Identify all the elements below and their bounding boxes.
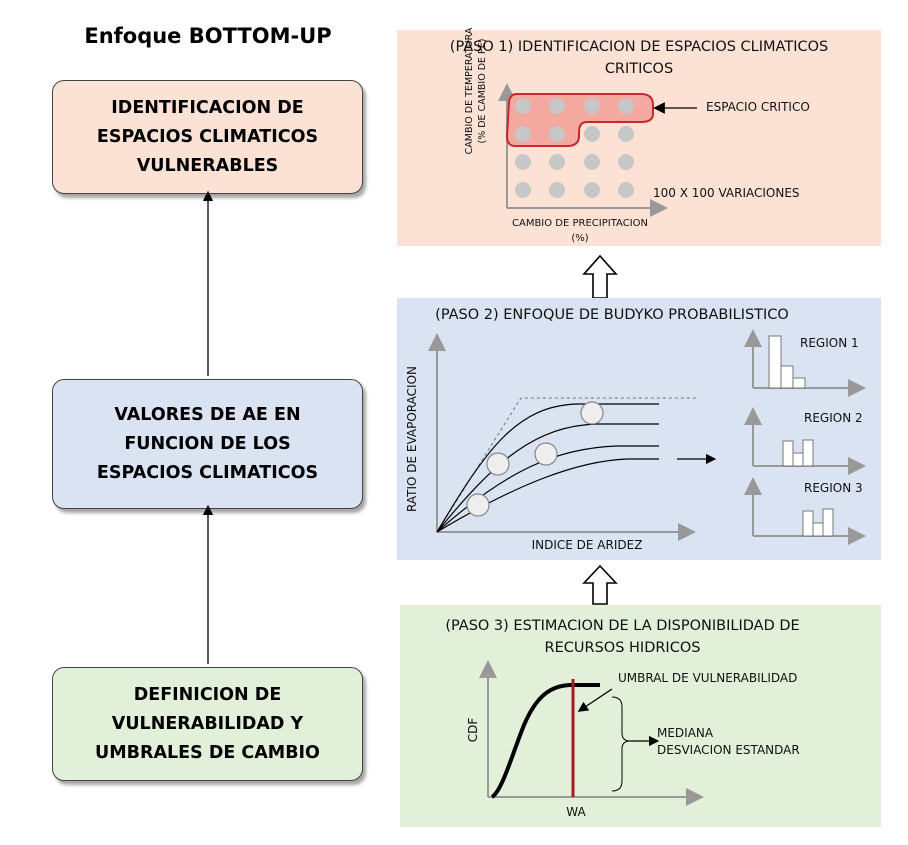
step1-x-label-line: (%) — [571, 233, 589, 244]
box-identificacion-espacios: IDENTIFICACION DE ESPACIOS CLIMATICOS VU… — [52, 80, 363, 194]
region3-histogram — [744, 477, 866, 545]
step3-x-label: WA — [566, 805, 586, 819]
step3-panel: (PASO 3) ESTIMACION DE LA DISPONIBILIDAD… — [400, 605, 881, 827]
grid-dot — [584, 154, 600, 170]
critical-space-label: ESPACIO CRITICO — [706, 100, 810, 114]
box-valores-ae: VALORES DE AE EN FUNCION DE LOS ESPACIOS… — [52, 379, 363, 509]
main-title: Enfoque BOTTOM-UP — [84, 24, 332, 48]
box-line: VALORES DE AE EN — [114, 404, 301, 425]
step1-grid-plot — [498, 83, 697, 217]
variations-label: 100 X 100 VARIACIONES — [653, 186, 800, 200]
left-arrows — [202, 190, 214, 664]
hist-bar — [822, 508, 834, 537]
box-line: DEFINICION DE — [133, 684, 282, 705]
box-line: FUNCION DE LOS — [124, 433, 291, 454]
energy-limit-line — [436, 397, 697, 533]
box-line: UMBRALES DE CAMBIO — [95, 742, 320, 763]
step1-title-line: (PASO 1) IDENTIFICACION DE ESPACIOS CLIM… — [449, 39, 829, 55]
step3-cdf-plot — [479, 660, 704, 806]
hist-bar — [792, 452, 804, 467]
threshold-label: UMBRAL DE VULNERABILIDAD — [618, 671, 798, 685]
box-line: IDENTIFICACION DE — [111, 97, 304, 118]
hist-bar — [802, 510, 814, 537]
stats-labels: MEDIANA DESVIACION ESTANDAR — [657, 725, 800, 759]
sample-circle — [534, 442, 558, 466]
stats-brace — [611, 696, 631, 792]
grid-dot — [584, 98, 600, 114]
hist-bar — [782, 440, 794, 467]
hist-bar — [792, 377, 806, 389]
hist-bar — [780, 365, 794, 389]
grid-dot — [549, 182, 565, 198]
grid-dot — [549, 126, 565, 142]
budyko-curve-4 — [436, 458, 659, 533]
step1-x-label: CAMBIO DE PRECIPITACION (%) — [495, 216, 665, 246]
step2-panel: (PASO 2) ENFOQUE DE BUDYKO PROBABILISTIC… — [397, 298, 881, 560]
grid-dot — [515, 98, 531, 114]
box-line: ESPACIOS CLIMATICOS — [96, 126, 319, 147]
box-definicion-vulnerabilidad: DEFINICION DE VULNERABILIDAD Y UMBRALES … — [52, 667, 363, 781]
step2-budyko-plot — [428, 329, 866, 545]
region1-histogram — [744, 329, 866, 397]
grid-dot — [549, 154, 565, 170]
stats-line-desviacion: DESVIACION ESTANDAR — [657, 743, 800, 757]
step3-title-line: (PASO 3) ESTIMACION DE LA DISPONIBILIDAD… — [445, 618, 800, 634]
budyko-curve-1 — [436, 403, 659, 533]
grid-dot — [618, 182, 634, 198]
grid-dot — [584, 182, 600, 198]
hollow-arrow-step3-to-step2 — [582, 564, 618, 605]
cdf-curve — [490, 683, 600, 799]
box-line: ESPACIOS CLIMATICOS — [96, 462, 319, 483]
sample-circle — [580, 401, 604, 425]
region2-label: REGION 2 — [804, 411, 863, 425]
grid-dot — [515, 182, 531, 198]
region1-label: REGION 1 — [800, 336, 859, 350]
step1-title: (PASO 1) IDENTIFICACION DE ESPACIOS CLIM… — [397, 36, 881, 80]
step2-x-label: INDICE DE ARIDEZ — [531, 538, 643, 552]
box-line: VULNERABLES — [136, 155, 279, 176]
hist-bar — [768, 335, 782, 389]
step2-y-label: RATIO DE EVAPORACION — [405, 366, 419, 512]
stats-line-mediana: MEDIANA — [657, 726, 714, 740]
box-line: VULNERABILIDAD Y — [111, 713, 304, 734]
step1-x-label-line: CAMBIO DE PRECIPITACION — [512, 218, 648, 229]
budyko-curve-2 — [436, 423, 659, 533]
budyko-curve-3 — [436, 445, 659, 533]
step1-panel: (PASO 1) IDENTIFICACION DE ESPACIOS CLIM… — [397, 28, 881, 246]
critical-space-region — [505, 93, 654, 147]
sample-circle — [466, 493, 490, 517]
grid-dot — [618, 154, 634, 170]
step1-title-line: CRITICOS — [604, 61, 674, 77]
region3-label: REGION 3 — [804, 481, 863, 495]
step3-title-line: RECURSOS HIDRICOS — [544, 640, 701, 656]
grid-dot — [618, 98, 634, 114]
grid-dot — [515, 154, 531, 170]
step1-y-label-line: (% DE CAMBIO DE PE) — [477, 38, 488, 144]
hist-bar — [812, 522, 824, 537]
step1-y-label: CAMBIO DE TEMPERATURA (% DE CAMBIO DE PE… — [463, 16, 493, 166]
step3-y-label: CDF — [466, 717, 480, 743]
threshold-pointer-arrow — [577, 688, 613, 712]
grid-dot — [584, 126, 600, 142]
grid-dot — [618, 126, 634, 142]
step2-title: (PASO 2) ENFOQUE DE BUDYKO PROBABILISTIC… — [435, 307, 789, 323]
hist-bar — [802, 439, 814, 467]
step3-title: (PASO 3) ESTIMACION DE LA DISPONIBILIDAD… — [400, 615, 845, 659]
region2-histogram — [744, 407, 866, 475]
grid-dot — [515, 126, 531, 142]
step1-y-label-line: CAMBIO DE TEMPERATURA — [464, 27, 475, 155]
grid-dot — [549, 98, 565, 114]
sample-circle — [486, 452, 510, 476]
hollow-arrow-step2-to-step1 — [582, 254, 618, 299]
